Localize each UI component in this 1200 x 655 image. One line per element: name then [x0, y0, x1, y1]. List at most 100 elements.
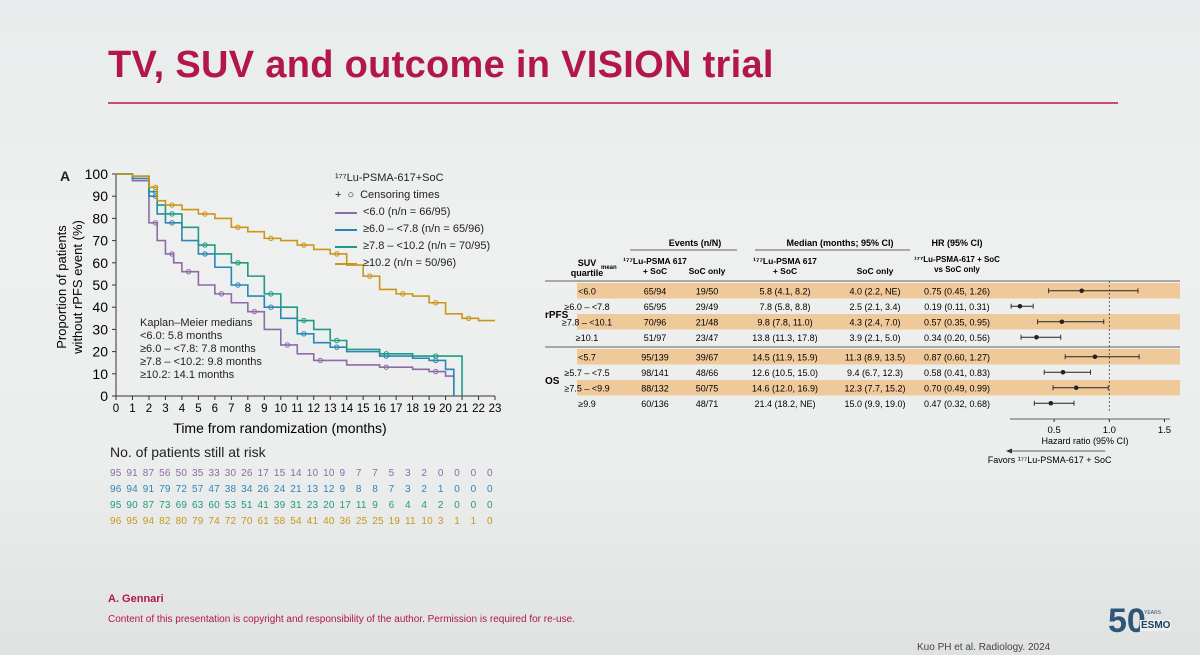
logo-number: 50 — [1108, 602, 1146, 640]
logo-text: ESMO — [1140, 620, 1172, 631]
km-x-tick-label: 9 — [261, 403, 267, 415]
hr-point — [1059, 319, 1065, 325]
header-quartile: quartile — [571, 268, 604, 278]
at-risk-row-2: 96 94 91 79 72 57 47 38 34 26 24 21 13 12 9 8 8 7 3 2 1 0 0 0 — [110, 482, 503, 498]
at-risk-value: 30 — [224, 468, 237, 479]
at-risk-value: 96 — [110, 516, 122, 527]
cell-events-soc: 48/66 — [696, 368, 719, 378]
at-risk-value: 2 — [437, 500, 444, 511]
at-risk-value: 31 — [290, 500, 302, 511]
cell-median-soc: 3.9 (2.1, 5.0) — [849, 333, 900, 343]
km-x-tick-label: 20 — [439, 403, 452, 415]
at-risk-value: 91 — [126, 468, 138, 479]
hr-point — [1017, 303, 1023, 309]
at-risk-value: 96 — [110, 484, 122, 495]
forest-plot: Events (n/N) Median (months; 95% CI) HR (9… — [545, 238, 1180, 465]
km-censor-mark — [235, 282, 241, 288]
hr-axis-label: Hazard ratio (95% CI) — [1041, 436, 1128, 446]
km-y-tick-label: 20 — [92, 344, 108, 360]
cell-median-soc: 4.3 (2.4, 7.0) — [849, 317, 900, 327]
cell-events-soc: 39/67 — [696, 352, 719, 362]
km-censor-mark — [432, 368, 439, 375]
km-censor-mark — [465, 315, 472, 322]
at-risk-value: 1 — [454, 516, 460, 527]
km-censor-mark — [432, 300, 439, 306]
km-x-tick-label: 11 — [291, 403, 303, 415]
at-risk-value: 87 — [142, 468, 155, 479]
km-x-tick-label: 2 — [146, 403, 152, 415]
at-risk-value: 8 — [355, 484, 362, 495]
at-risk-value: 79 — [159, 484, 171, 495]
hr-point — [1092, 354, 1098, 360]
at-risk-value: 0 — [454, 484, 460, 495]
cell-events-lu: 70/96 — [644, 317, 667, 327]
km-censor-mark — [202, 242, 208, 248]
header-hr-sub: ¹⁷⁷Lu-PSMA-617 + SoC vs SoC only — [914, 255, 1000, 274]
at-risk-value: 10 — [323, 468, 335, 479]
at-risk-value: 5 — [388, 468, 395, 479]
at-risk-value: 23 — [306, 500, 319, 511]
copyright-notice: Content of this presentation is copyrigh… — [108, 614, 575, 625]
cell-hr: 0.57 (0.35, 0.95) — [924, 317, 990, 327]
km-curve-1 — [116, 173, 455, 396]
header-soc-events: SoC only — [689, 266, 726, 276]
km-censor-mark — [301, 331, 307, 337]
cell-quartile: <5.7 — [578, 352, 596, 362]
at-risk-value: 40 — [323, 516, 335, 527]
legend-line-icon — [335, 228, 357, 231]
at-risk-value: 17 — [257, 468, 270, 479]
km-censor-mark — [268, 291, 274, 297]
km-y-tick-label: 30 — [92, 321, 108, 337]
at-risk-value: 13 — [306, 484, 319, 495]
at-risk-value: 26 — [241, 468, 253, 479]
cell-median-lu: 12.6 (10.5, 15.0) — [752, 368, 818, 378]
cell-hr: 0.87 (0.60, 1.27) — [924, 352, 990, 362]
at-risk-value: 7 — [372, 468, 379, 479]
km-censor-mark — [268, 235, 274, 242]
km-ylabel-line2: without rPFS event (%) — [70, 220, 85, 355]
at-risk-value: 95 — [110, 500, 122, 511]
km-x-tick-label: 13 — [324, 403, 337, 415]
at-risk-value: 11 — [355, 500, 367, 511]
at-risk-value: 10 — [421, 516, 433, 527]
at-risk-value: 26 — [257, 484, 270, 495]
at-risk-value: 0 — [486, 516, 493, 527]
cell-hr: 0.70 (0.49, 0.99) — [924, 383, 990, 393]
at-risk-value: 60 — [208, 500, 220, 511]
km-y-tick-label: 50 — [92, 277, 108, 293]
header-events: Events (n/N) — [669, 238, 722, 248]
row-shading — [577, 380, 1180, 396]
legend-censor-label: Censoring times — [360, 189, 440, 201]
at-risk-title: No. of patients still at risk — [110, 444, 266, 460]
at-risk-value: 94 — [142, 516, 155, 527]
at-risk-value: 0 — [486, 484, 493, 495]
km-censor-mark — [185, 268, 192, 275]
legend-item-label: <6.0 (n/n = 66/95) — [363, 206, 451, 218]
km-censor-mark — [169, 211, 175, 217]
at-risk-value: 69 — [175, 500, 188, 511]
logo-years: YEARS — [1144, 610, 1161, 616]
cell-events-lu: 65/94 — [644, 286, 667, 296]
at-risk-value: 72 — [224, 516, 237, 527]
km-y-tick-label: 60 — [92, 255, 108, 271]
km-x-tick-label: 8 — [245, 403, 251, 415]
cell-median-lu: 14.6 (12.0, 16.9) — [752, 383, 818, 393]
km-xlabel: Time from randomization (months) — [173, 420, 386, 436]
at-risk-value: 12 — [323, 484, 335, 495]
at-risk-value: 3 — [437, 516, 444, 527]
at-risk-value: 82 — [159, 516, 171, 527]
at-risk-value: 3 — [405, 468, 411, 479]
at-risk-value: 9 — [372, 500, 379, 511]
at-risk-value: 4 — [421, 500, 428, 511]
km-censor-mark — [169, 251, 175, 257]
at-risk-value: 2 — [421, 468, 428, 479]
header-suv: SUV — [578, 258, 597, 268]
cell-events-lu: 51/97 — [644, 333, 667, 343]
km-median-item: ≥6.0 – <7.8: 7.8 months — [140, 343, 256, 355]
at-risk-value: 19 — [388, 516, 401, 527]
cell-median-lu: 21.4 (18.2, NE) — [754, 399, 815, 409]
at-risk-value: 0 — [437, 468, 444, 479]
cell-quartile: ≥10.1 — [576, 333, 598, 343]
cell-events-soc: 19/50 — [696, 286, 719, 296]
